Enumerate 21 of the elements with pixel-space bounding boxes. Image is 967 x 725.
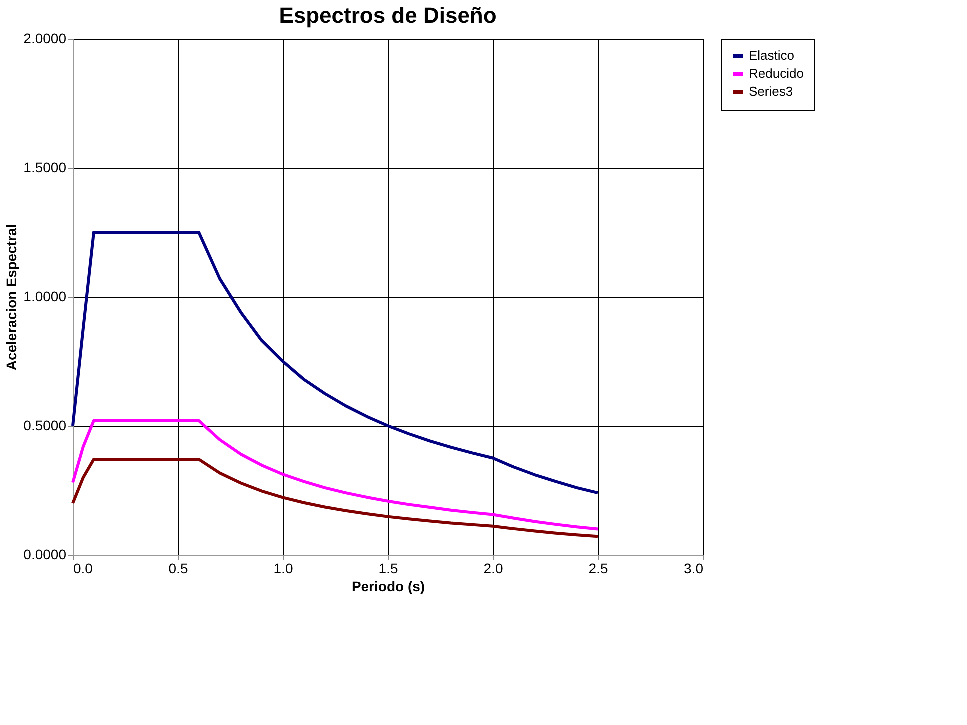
x-tick-label: 0.5: [168, 560, 188, 576]
line-series: [72, 458, 600, 538]
x-axis-title: Periodo (s): [352, 578, 426, 594]
y-tick-label: 1.5000: [24, 160, 67, 176]
y-tick-label: 2.0000: [24, 30, 67, 46]
legend-label: Reducido: [749, 66, 804, 81]
line-series: [72, 231, 600, 495]
x-tick-label: 1.0: [274, 560, 294, 576]
legend-label: Series3: [749, 84, 794, 99]
x-tick-label: 2.0: [484, 560, 504, 576]
chart-title: Espectros de Diseño: [279, 3, 497, 28]
y-axis-title: Aceleracion Espectral: [4, 224, 20, 371]
y-tick-label: 0.5000: [24, 418, 67, 434]
x-tick-label: 1.5: [378, 560, 398, 576]
y-tick-label: 0.0000: [24, 546, 67, 562]
x-tick-label: 3.0: [684, 560, 704, 576]
legend-label: Elastico: [749, 48, 795, 63]
x-tick-label: 2.5: [588, 560, 608, 576]
y-tick-label: 1.0000: [24, 288, 67, 304]
line-series: [72, 419, 600, 531]
x-tick-label: 0.0: [74, 560, 94, 576]
